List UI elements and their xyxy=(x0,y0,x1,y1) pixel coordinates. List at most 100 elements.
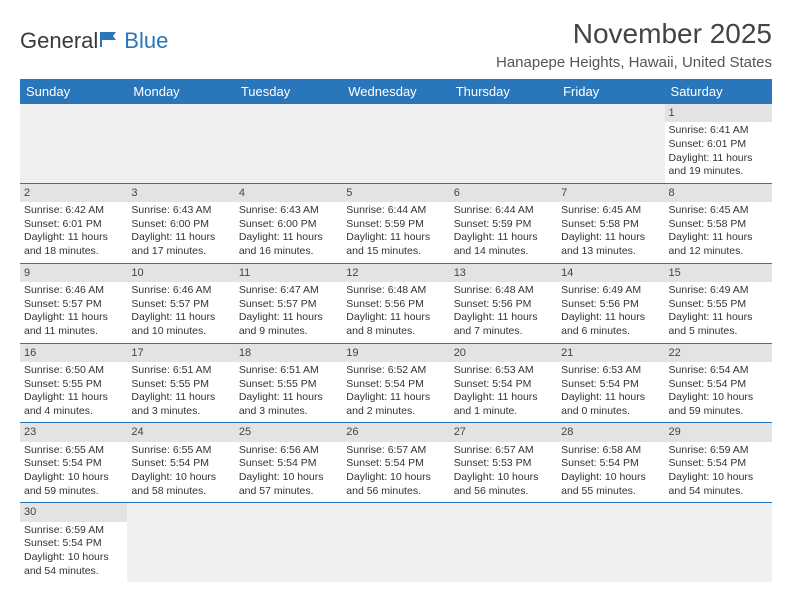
day-number: 3 xyxy=(127,184,234,202)
cell-line-sunrise: Sunrise: 6:48 AM xyxy=(454,284,553,298)
calendar-cell-blank xyxy=(342,104,449,183)
cell-line-daylight2: and 17 minutes. xyxy=(131,245,230,259)
cell-line-daylight2: and 54 minutes. xyxy=(24,565,123,579)
cell-line-daylight1: Daylight: 10 hours xyxy=(24,551,123,565)
calendar-cell: 13Sunrise: 6:48 AMSunset: 5:56 PMDayligh… xyxy=(450,264,557,343)
cell-line-sunrise: Sunrise: 6:57 AM xyxy=(346,444,445,458)
month-title: November 2025 xyxy=(496,18,772,50)
cell-line-daylight2: and 1 minute. xyxy=(454,405,553,419)
day-number: 28 xyxy=(557,423,664,441)
cell-line-daylight1: Daylight: 11 hours xyxy=(24,311,123,325)
cell-line-sunset: Sunset: 6:01 PM xyxy=(24,218,123,232)
calendar-cell: 7Sunrise: 6:45 AMSunset: 5:58 PMDaylight… xyxy=(557,184,664,263)
cell-line-sunset: Sunset: 5:57 PM xyxy=(239,298,338,312)
cell-line-sunrise: Sunrise: 6:53 AM xyxy=(454,364,553,378)
day-number: 1 xyxy=(665,104,772,122)
calendar-cell: 22Sunrise: 6:54 AMSunset: 5:54 PMDayligh… xyxy=(665,344,772,423)
calendar-grid: 1Sunrise: 6:41 AMSunset: 6:01 PMDaylight… xyxy=(20,104,772,582)
day-number: 2 xyxy=(20,184,127,202)
cell-line-daylight1: Daylight: 11 hours xyxy=(131,391,230,405)
day-number: 21 xyxy=(557,344,664,362)
cell-line-daylight2: and 5 minutes. xyxy=(669,325,768,339)
calendar-cell: 1Sunrise: 6:41 AMSunset: 6:01 PMDaylight… xyxy=(665,104,772,183)
cell-line-sunrise: Sunrise: 6:49 AM xyxy=(669,284,768,298)
header: General Blue November 2025 Hanapepe Heig… xyxy=(20,18,772,71)
cell-line-daylight2: and 14 minutes. xyxy=(454,245,553,259)
calendar-cell: 3Sunrise: 6:43 AMSunset: 6:00 PMDaylight… xyxy=(127,184,234,263)
cell-line-daylight1: Daylight: 10 hours xyxy=(454,471,553,485)
calendar-cell-blank xyxy=(665,503,772,582)
cell-line-sunrise: Sunrise: 6:41 AM xyxy=(669,124,768,138)
cell-line-sunset: Sunset: 5:55 PM xyxy=(131,378,230,392)
calendar-cell: 28Sunrise: 6:58 AMSunset: 5:54 PMDayligh… xyxy=(557,423,664,502)
calendar-cell-blank xyxy=(20,104,127,183)
day-number: 6 xyxy=(450,184,557,202)
cell-line-daylight1: Daylight: 11 hours xyxy=(561,391,660,405)
cell-line-sunrise: Sunrise: 6:45 AM xyxy=(669,204,768,218)
calendar-cell: 27Sunrise: 6:57 AMSunset: 5:53 PMDayligh… xyxy=(450,423,557,502)
cell-line-daylight1: Daylight: 11 hours xyxy=(454,391,553,405)
cell-line-sunset: Sunset: 5:55 PM xyxy=(24,378,123,392)
cell-line-daylight1: Daylight: 11 hours xyxy=(669,231,768,245)
day-number: 25 xyxy=(235,423,342,441)
day-number: 8 xyxy=(665,184,772,202)
calendar-cell: 17Sunrise: 6:51 AMSunset: 5:55 PMDayligh… xyxy=(127,344,234,423)
calendar-cell: 8 Sunrise: 6:45 AMSunset: 5:58 PMDaylight… xyxy=(665,184,772,263)
calendar-cell: 15Sunrise: 6:49 AMSunset: 5:55 PMDayligh… xyxy=(665,264,772,343)
calendar-cell: 23Sunrise: 6:55 AMSunset: 5:54 PMDayligh… xyxy=(20,423,127,502)
calendar-cell: 25Sunrise: 6:56 AMSunset: 5:54 PMDayligh… xyxy=(235,423,342,502)
calendar-cell-blank xyxy=(450,503,557,582)
calendar-cell: 16Sunrise: 6:50 AMSunset: 5:55 PMDayligh… xyxy=(20,344,127,423)
calendar-row: 23Sunrise: 6:55 AMSunset: 5:54 PMDayligh… xyxy=(20,423,772,503)
cell-line-daylight1: Daylight: 10 hours xyxy=(669,391,768,405)
calendar-cell: 5Sunrise: 6:44 AMSunset: 5:59 PMDaylight… xyxy=(342,184,449,263)
cell-line-daylight2: and 15 minutes. xyxy=(346,245,445,259)
weekday-header: Saturday xyxy=(665,79,772,104)
cell-line-daylight1: Daylight: 11 hours xyxy=(669,311,768,325)
cell-line-sunset: Sunset: 6:00 PM xyxy=(131,218,230,232)
calendar-row: 9Sunrise: 6:46 AMSunset: 5:57 PMDaylight… xyxy=(20,264,772,344)
day-number: 16 xyxy=(20,344,127,362)
cell-line-daylight1: Daylight: 11 hours xyxy=(239,311,338,325)
calendar-cell: 9Sunrise: 6:46 AMSunset: 5:57 PMDaylight… xyxy=(20,264,127,343)
weekday-header-row: SundayMondayTuesdayWednesdayThursdayFrid… xyxy=(20,79,772,104)
cell-line-daylight2: and 54 minutes. xyxy=(669,485,768,499)
day-number: 5 xyxy=(342,184,449,202)
cell-line-sunrise: Sunrise: 6:43 AM xyxy=(239,204,338,218)
calendar-row: 2Sunrise: 6:42 AMSunset: 6:01 PMDaylight… xyxy=(20,184,772,264)
cell-line-sunrise: Sunrise: 6:55 AM xyxy=(24,444,123,458)
cell-line-sunrise: Sunrise: 6:44 AM xyxy=(454,204,553,218)
cell-line-sunrise: Sunrise: 6:59 AM xyxy=(24,524,123,538)
cell-line-daylight1: Daylight: 11 hours xyxy=(239,391,338,405)
cell-line-sunset: Sunset: 5:56 PM xyxy=(346,298,445,312)
calendar-cell: 21Sunrise: 6:53 AMSunset: 5:54 PMDayligh… xyxy=(557,344,664,423)
cell-line-sunrise: Sunrise: 6:50 AM xyxy=(24,364,123,378)
cell-line-daylight1: Daylight: 10 hours xyxy=(561,471,660,485)
cell-line-daylight2: and 10 minutes. xyxy=(131,325,230,339)
cell-line-daylight2: and 3 minutes. xyxy=(239,405,338,419)
cell-line-sunset: Sunset: 5:58 PM xyxy=(669,218,768,232)
cell-line-daylight2: and 3 minutes. xyxy=(131,405,230,419)
cell-line-daylight1: Daylight: 11 hours xyxy=(24,231,123,245)
cell-line-sunset: Sunset: 6:00 PM xyxy=(239,218,338,232)
calendar-cell-blank xyxy=(235,503,342,582)
cell-line-daylight1: Daylight: 10 hours xyxy=(669,471,768,485)
cell-line-daylight2: and 12 minutes. xyxy=(669,245,768,259)
cell-line-sunset: Sunset: 5:59 PM xyxy=(454,218,553,232)
cell-line-sunrise: Sunrise: 6:59 AM xyxy=(669,444,768,458)
cell-line-sunset: Sunset: 5:56 PM xyxy=(561,298,660,312)
cell-line-daylight1: Daylight: 11 hours xyxy=(346,231,445,245)
cell-line-sunset: Sunset: 5:54 PM xyxy=(131,457,230,471)
day-number: 11 xyxy=(235,264,342,282)
weekday-header: Sunday xyxy=(20,79,127,104)
cell-line-sunset: Sunset: 5:57 PM xyxy=(24,298,123,312)
day-number: 27 xyxy=(450,423,557,441)
day-number: 20 xyxy=(450,344,557,362)
day-number: 15 xyxy=(665,264,772,282)
cell-line-daylight2: and 13 minutes. xyxy=(561,245,660,259)
cell-line-daylight2: and 6 minutes. xyxy=(561,325,660,339)
calendar-cell: 10Sunrise: 6:46 AMSunset: 5:57 PMDayligh… xyxy=(127,264,234,343)
cell-line-daylight2: and 8 minutes. xyxy=(346,325,445,339)
cell-line-daylight1: Daylight: 10 hours xyxy=(346,471,445,485)
cell-line-daylight2: and 2 minutes. xyxy=(346,405,445,419)
